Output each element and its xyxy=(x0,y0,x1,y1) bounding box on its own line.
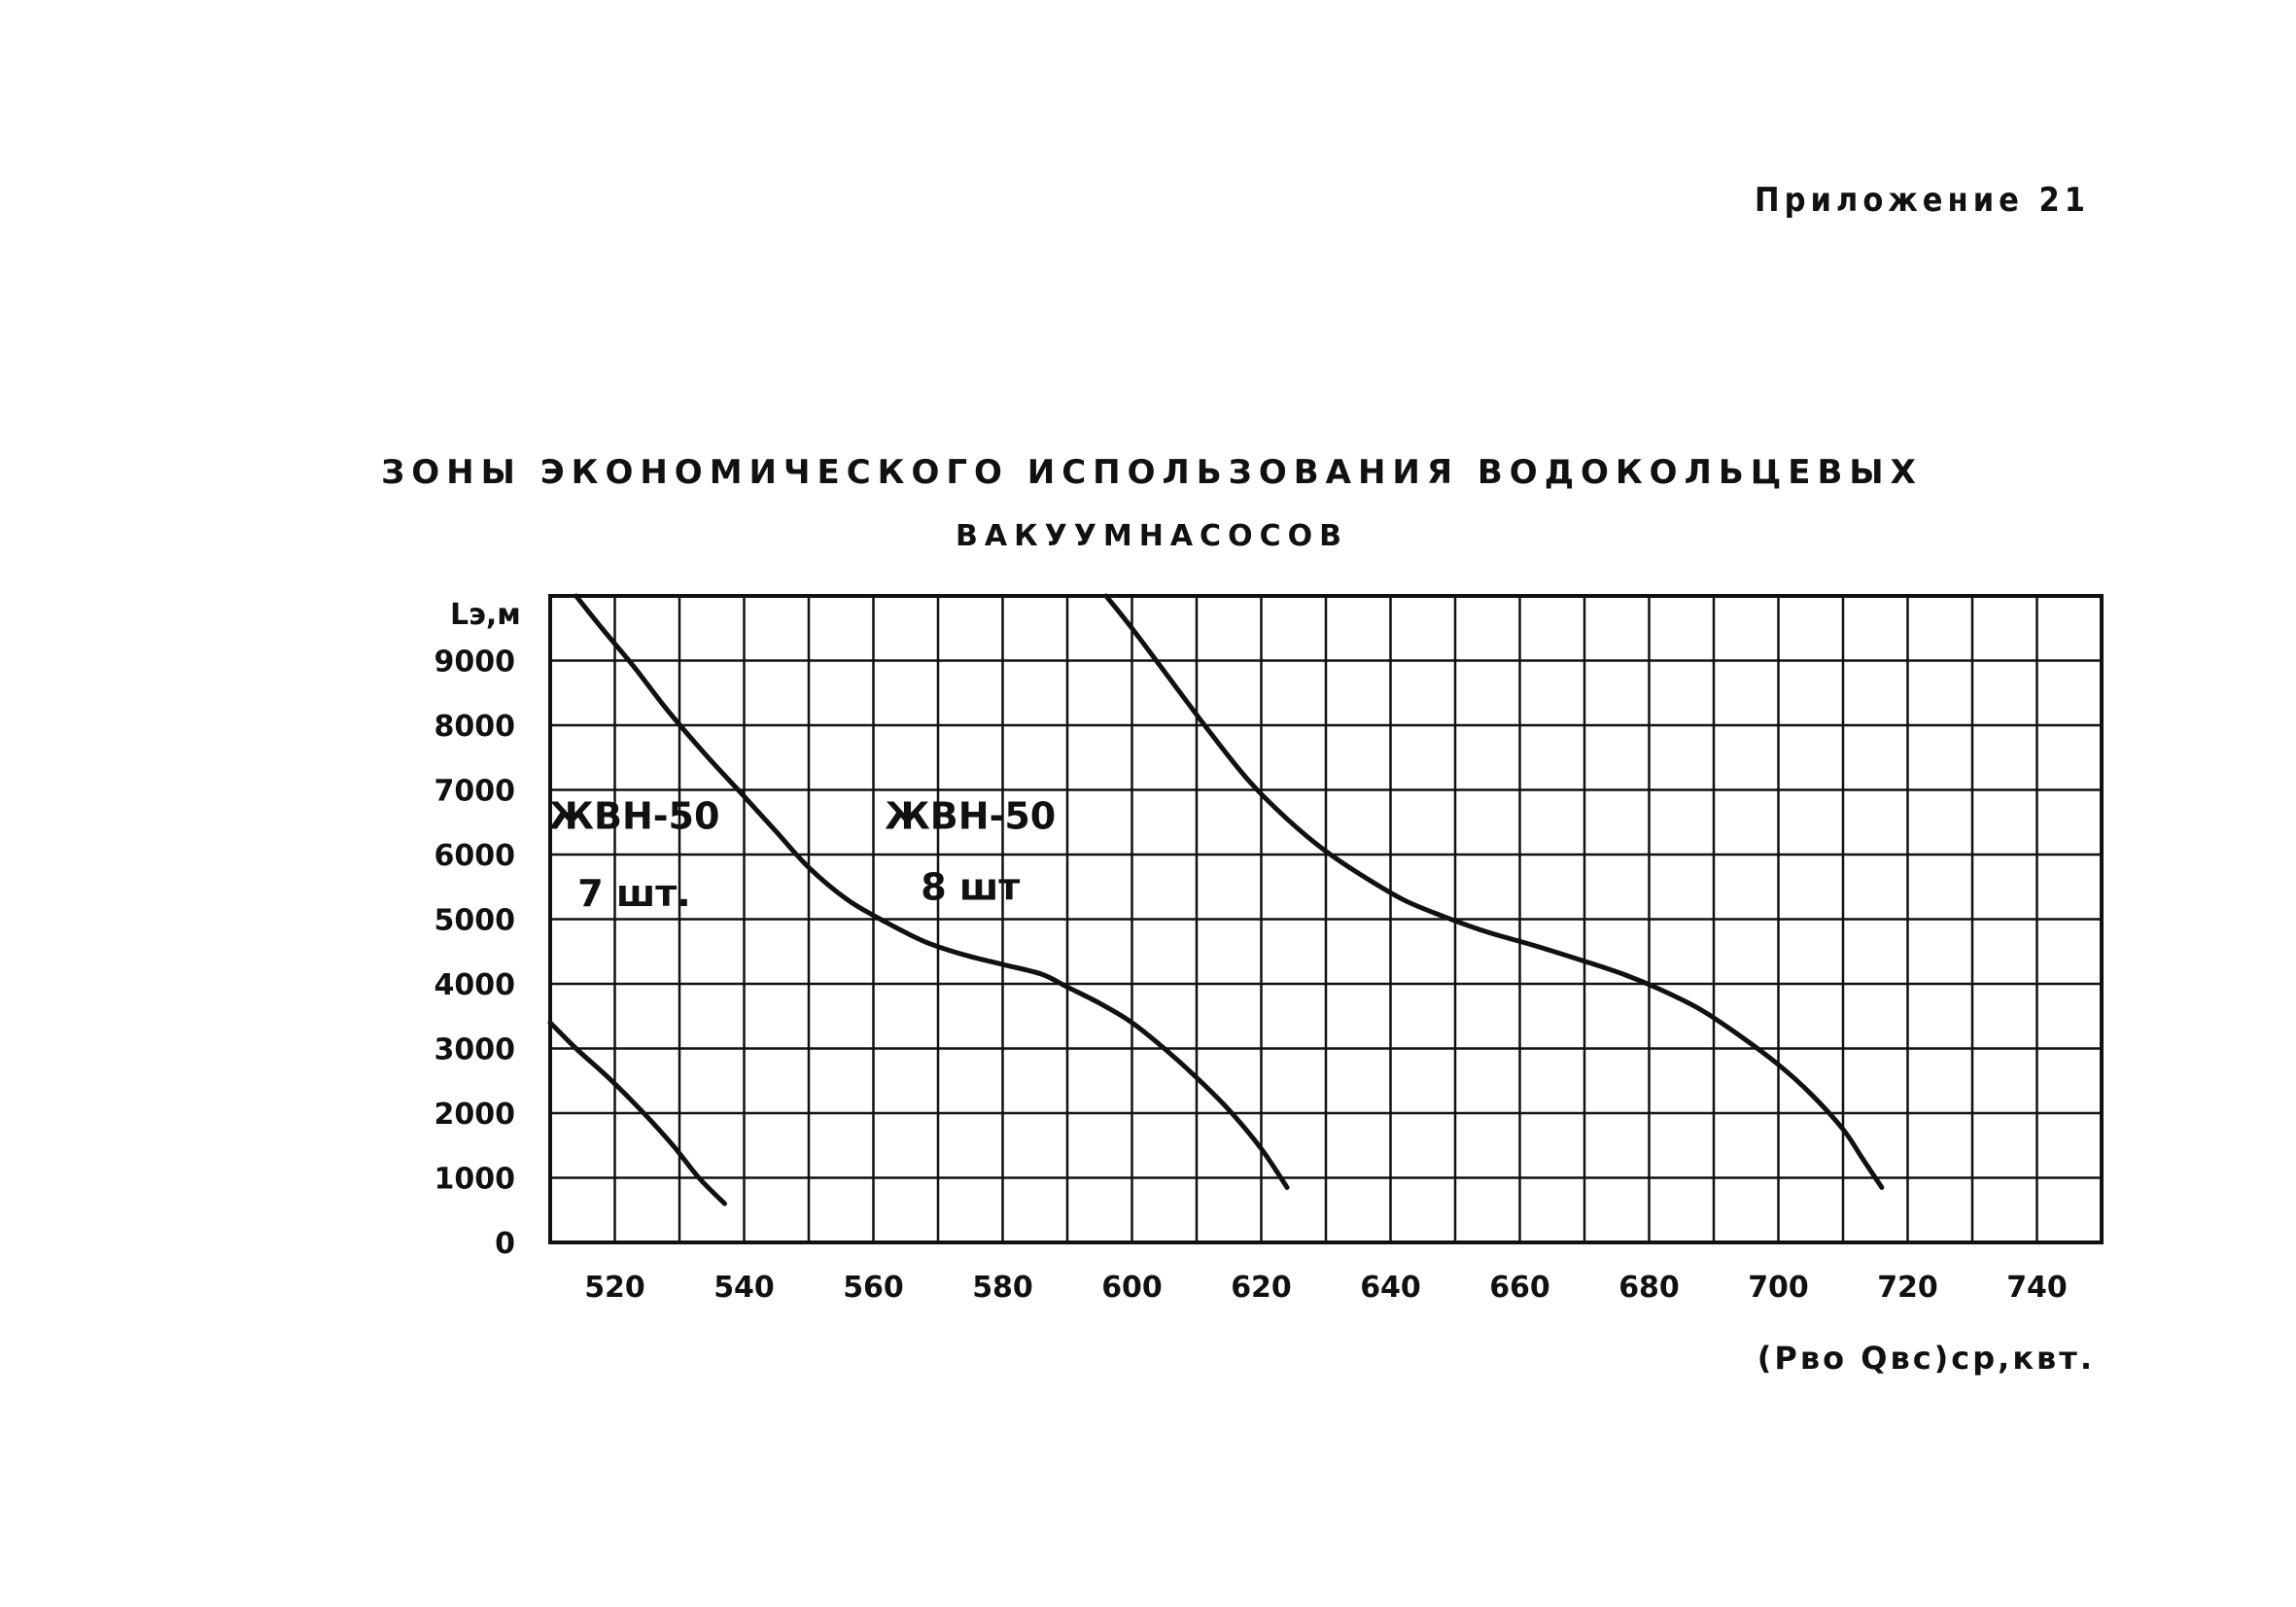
annotation-label: 7 шт. xyxy=(577,872,691,915)
x-tick-label: 560 xyxy=(843,1271,904,1305)
y-tick-label: 2000 xyxy=(435,1098,516,1132)
series-line-1 xyxy=(547,1020,728,1206)
annotation-label: ЖВН-50 xyxy=(548,794,719,837)
x-tick-label: 520 xyxy=(584,1271,645,1305)
x-tick-label: 540 xyxy=(713,1271,775,1305)
y-tick-label: 5000 xyxy=(435,904,516,938)
tick-labels: 520 540 560 580 600 620 640 660 680 700 720 740 0 100… xyxy=(435,646,2068,1306)
appendix-label: Приложение 21 xyxy=(1755,181,2091,220)
x-tick-label: 660 xyxy=(1489,1271,1550,1305)
x-tick-label: 580 xyxy=(972,1271,1033,1305)
x-tick-label: 600 xyxy=(1101,1271,1163,1305)
y-tick-label: 6000 xyxy=(435,839,516,873)
grid xyxy=(548,594,2104,1244)
y-tick-label: 3000 xyxy=(435,1033,516,1067)
x-tick-label: 640 xyxy=(1360,1271,1421,1305)
y-tick-label: 9000 xyxy=(435,646,516,680)
y-tick-label: 1000 xyxy=(435,1163,516,1197)
x-axis-label: (Рво Qвс)ср,квт. xyxy=(1757,1340,2095,1377)
annotation-label: 8 шт xyxy=(921,866,1020,909)
annotations: ЖВН-50 7 шт. ЖВН-50 8 шт xyxy=(548,794,1056,915)
x-tick-label: 680 xyxy=(1618,1271,1680,1305)
y-tick-label: 8000 xyxy=(435,710,516,744)
series-line-3 xyxy=(1103,593,1885,1190)
y-tick-label: 4000 xyxy=(435,968,516,1002)
series-lines xyxy=(547,593,1885,1206)
x-tick-label: 740 xyxy=(2006,1271,2068,1305)
y-axis-label: Lэ,м xyxy=(450,598,521,632)
y-tick-label: 0 xyxy=(495,1227,515,1261)
y-tick-label: 7000 xyxy=(435,775,516,809)
annotation-label: ЖВН-50 xyxy=(885,794,1056,837)
x-tick-label: 720 xyxy=(1877,1271,1938,1305)
plot-frame xyxy=(548,594,2104,1244)
series-line-2 xyxy=(574,593,1290,1190)
x-tick-label: 700 xyxy=(1748,1271,1809,1305)
x-tick-label: 620 xyxy=(1231,1271,1292,1305)
chart-title-line-1: Зоны экономического использования водоко… xyxy=(381,453,1923,492)
chart-title-line-2: вакуумнасосов xyxy=(956,519,1348,553)
